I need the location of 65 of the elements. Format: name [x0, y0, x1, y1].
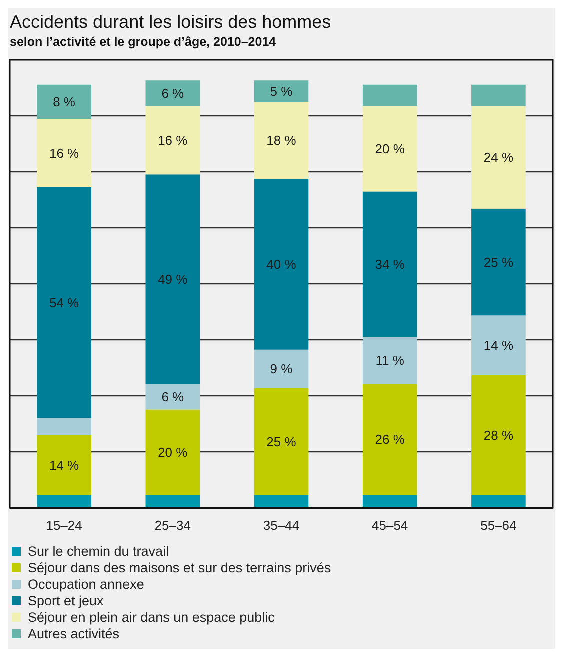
data-label: 24 %: [484, 150, 514, 166]
data-label: 14 %: [49, 458, 80, 473]
bar: [37, 84, 92, 120]
bar: [146, 80, 200, 106]
legend-label: Autres activités: [28, 626, 120, 642]
x-tick-label: 55–64: [480, 518, 517, 533]
bar: [146, 384, 200, 410]
data-label: 16 %: [158, 132, 188, 148]
bar: [362, 337, 418, 384]
data-label: 6 %: [162, 86, 185, 101]
legend-label: Sport et jeux: [28, 594, 104, 608]
bar: [37, 187, 92, 418]
data-label: 11 %: [376, 353, 405, 368]
bar: [472, 495, 526, 508]
bar: [362, 192, 418, 338]
data-label: 34 %: [375, 256, 406, 272]
x-tick-label: 25–34: [154, 518, 191, 533]
data-label: 16 %: [49, 146, 80, 161]
data-label: 8 %: [53, 94, 76, 110]
x-tick-label: 45–54: [372, 518, 408, 533]
data-label: 20 %: [158, 444, 188, 460]
bar: [362, 384, 418, 496]
bar: [37, 495, 92, 508]
legend-label: Occupation annexe: [28, 577, 144, 592]
bar: [146, 174, 200, 384]
bar: [254, 178, 309, 350]
bar: [37, 435, 92, 496]
data-label: 18 %: [266, 132, 297, 148]
bar: [472, 208, 526, 316]
bar: [472, 84, 526, 106]
bar: [362, 495, 418, 508]
bar: [472, 106, 526, 209]
legend-label: Séjour en plein air dans un espace public: [28, 610, 276, 625]
data-label: 40 %: [266, 256, 297, 272]
bar: [362, 106, 418, 192]
bar: [362, 84, 418, 106]
bar: [254, 102, 309, 179]
data-label: 25 %: [266, 434, 297, 450]
bar: [254, 495, 309, 508]
bar: [37, 119, 92, 188]
legend-label: Sur le chemin du travail: [28, 544, 170, 559]
data-label: 9 %: [270, 362, 294, 377]
data-label: 25 %: [484, 254, 514, 270]
data-label: 5 %: [270, 84, 294, 99]
x-tick-label: 15–24: [46, 518, 82, 533]
x-tick-label: 35–44: [263, 518, 300, 533]
bar: [472, 376, 526, 496]
bar: [254, 388, 309, 496]
data-label: 26 %: [375, 432, 406, 448]
bar: [146, 495, 200, 508]
data-label: 49 %: [158, 272, 188, 287]
bar: [254, 80, 309, 102]
bar: [146, 410, 200, 496]
data-label: 28 %: [484, 428, 514, 443]
chart-title: Accidents durant les loisirs des hommes: [10, 12, 332, 32]
data-label: 6 %: [162, 389, 185, 404]
data-label: 20 %: [375, 142, 406, 157]
bar: [37, 418, 92, 436]
bar: [472, 316, 526, 376]
chart-subtitle: selon l’activité et le groupe d’âge, 2010–2014: [10, 35, 276, 49]
data-label: 14 %: [484, 338, 514, 354]
data-label: 54 %: [49, 295, 80, 310]
legend-label: Séjour dans des maisons et sur des terrains privés: [28, 560, 332, 576]
bar: [146, 106, 200, 175]
bar: [254, 350, 309, 388]
